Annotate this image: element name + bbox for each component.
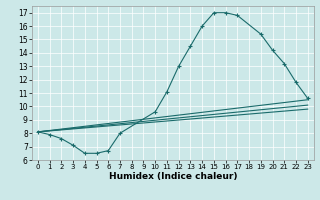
X-axis label: Humidex (Indice chaleur): Humidex (Indice chaleur) <box>108 172 237 181</box>
